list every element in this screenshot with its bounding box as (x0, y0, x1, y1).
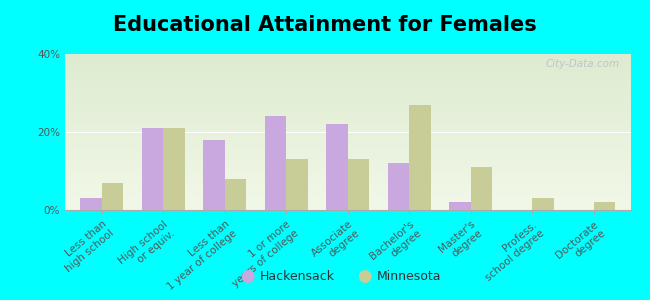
Text: Hackensack: Hackensack (260, 269, 335, 283)
Text: ●: ● (357, 267, 371, 285)
Bar (225, 179, 246, 210)
Bar (387, 163, 410, 210)
Bar (348, 159, 369, 210)
Bar (163, 128, 185, 210)
Text: ●: ● (240, 267, 254, 285)
Bar (203, 140, 225, 210)
Text: Minnesota: Minnesota (377, 269, 441, 283)
Bar (410, 105, 431, 210)
Bar (532, 198, 554, 210)
Bar (142, 128, 163, 210)
Bar (286, 159, 308, 210)
Bar (449, 202, 471, 210)
Bar (326, 124, 348, 210)
Text: City-Data.com: City-Data.com (545, 59, 619, 69)
Text: Educational Attainment for Females: Educational Attainment for Females (113, 15, 537, 35)
Bar (593, 202, 615, 210)
Bar (471, 167, 492, 210)
Bar (265, 116, 286, 210)
Bar (102, 183, 124, 210)
Bar (81, 198, 102, 210)
